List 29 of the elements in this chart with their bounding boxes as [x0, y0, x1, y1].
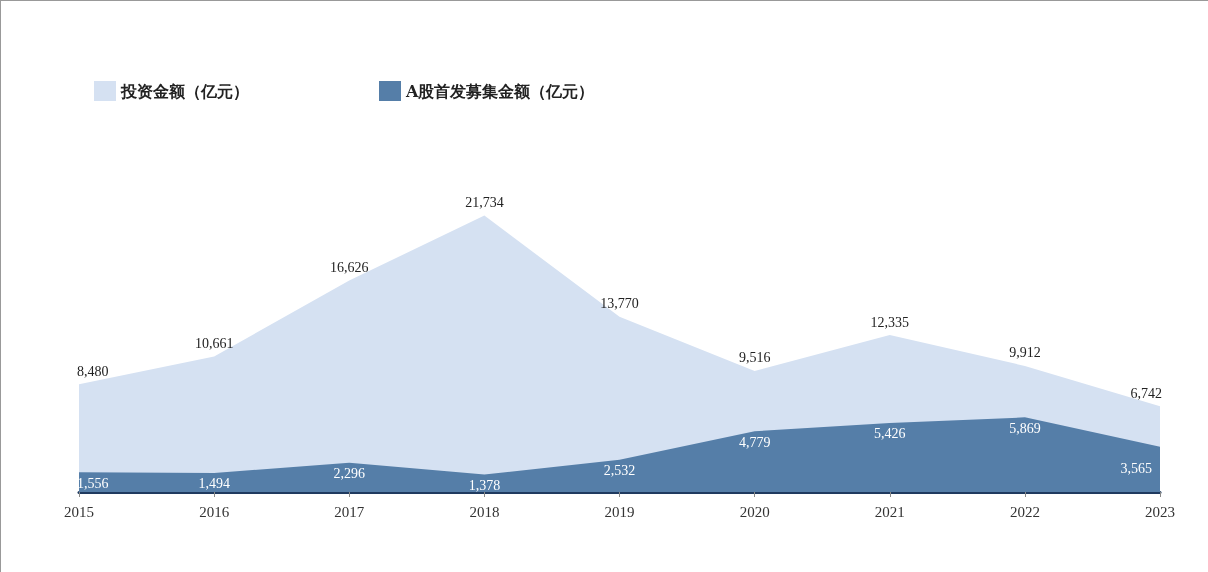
data-label: 1,556 — [77, 475, 109, 491]
data-label: 4,779 — [738, 434, 771, 450]
x-tick-label: 2021 — [874, 503, 905, 520]
data-label: 2,532 — [603, 463, 636, 479]
data-label: 10,661 — [194, 335, 234, 351]
data-label: 1,494 — [198, 476, 230, 492]
x-tick-label: 2023 — [1145, 503, 1175, 520]
data-label: 9,912 — [1009, 345, 1041, 361]
data-label: 8,480 — [77, 363, 109, 379]
x-tick-label: 2019 — [604, 503, 635, 520]
data-label: 6,742 — [1130, 385, 1162, 401]
data-label: 16,626 — [330, 260, 369, 276]
x-tick-label: 2018 — [469, 503, 500, 520]
x-tick-label: 2015 — [64, 503, 94, 520]
data-label: 21,734 — [465, 195, 504, 211]
data-label: 3,565 — [1120, 461, 1152, 477]
x-tick-label: 2022 — [1009, 503, 1040, 520]
data-label: 9,516 — [738, 350, 771, 366]
x-tick-label: 2016 — [199, 503, 230, 520]
legend-label: 投资金额（亿元） — [120, 81, 249, 101]
data-label: 2,296 — [333, 466, 365, 482]
x-tick-label: 2017 — [334, 503, 365, 520]
data-label: 5,426 — [874, 426, 906, 442]
x-tick-label: 2020 — [739, 503, 770, 520]
data-label: 1,378 — [468, 477, 501, 493]
data-label: 12,335 — [870, 314, 909, 330]
legend-label: A股首发募集金额（亿元） — [405, 81, 595, 101]
data-label: 13,770 — [600, 296, 639, 312]
data-label: 5,869 — [1009, 420, 1041, 436]
